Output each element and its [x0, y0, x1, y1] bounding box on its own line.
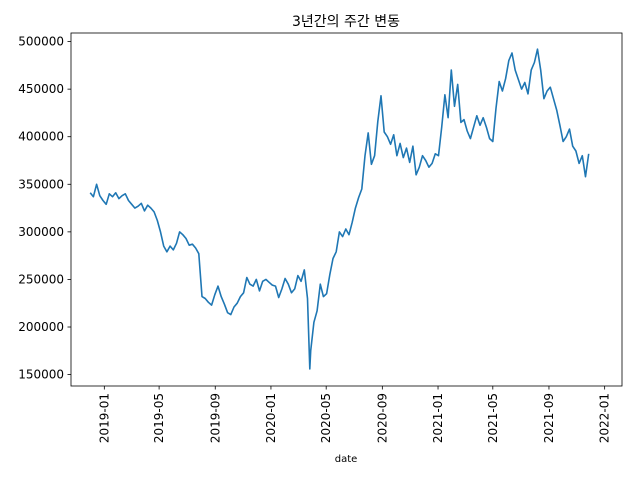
y-axis: 150000 200000 250000 300000 350000 400000 4500… — [18, 35, 71, 382]
x-tick-label: 2022-01 — [598, 393, 612, 443]
y-tick-label: 450000 — [18, 82, 64, 96]
x-tick-label: 2019-05 — [152, 393, 166, 443]
x-tick-label: 2019-01 — [97, 393, 111, 443]
x-tick-label: 2019-09 — [208, 393, 222, 443]
y-tick-label: 200000 — [18, 320, 64, 334]
x-axis: 2019-01 2019-05 2019-09 2020-01 2020-05 2020-… — [97, 386, 612, 443]
series-line-0 — [89, 48, 590, 370]
x-axis-label: date — [335, 454, 358, 465]
series-layer — [89, 48, 590, 370]
y-tick-label: 350000 — [18, 177, 64, 191]
y-tick-label: 300000 — [18, 225, 64, 239]
x-tick-label: 2020-05 — [319, 393, 333, 443]
chart-title: 3년간의 주간 변동 — [292, 14, 400, 30]
y-tick-label: 150000 — [18, 368, 64, 382]
y-tick-label: 400000 — [18, 130, 64, 144]
plot-frame — [70, 32, 623, 387]
x-tick-label: 2021-05 — [486, 393, 500, 443]
y-tick-label: 500000 — [18, 35, 64, 49]
x-tick-label: 2020-09 — [375, 393, 389, 443]
x-tick-label: 2020-01 — [264, 393, 278, 443]
y-tick-label: 250000 — [18, 272, 64, 286]
x-tick-label: 2021-01 — [431, 393, 445, 443]
x-tick-label: 2021-09 — [542, 393, 556, 443]
